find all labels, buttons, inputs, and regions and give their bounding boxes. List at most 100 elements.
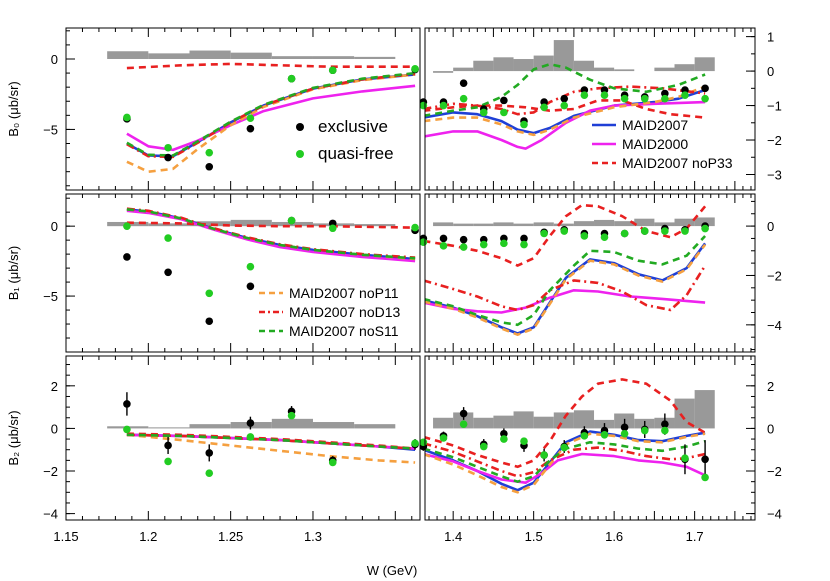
point-quasi-free [205, 469, 214, 477]
point-quasi-free [246, 262, 255, 271]
point-quasi-free [328, 224, 337, 233]
point-quasi-free [123, 113, 131, 122]
point-quasi-free [520, 120, 528, 129]
histogram-bar [594, 67, 615, 72]
histogram-bar [312, 422, 355, 429]
y-tick-label: 0 [51, 421, 58, 436]
point-quasi-free [411, 223, 419, 232]
curves-B1-left [126, 207, 416, 263]
point-quasi-free [328, 66, 337, 75]
points-B1-right [419, 222, 709, 251]
point-quasi-free [661, 426, 669, 435]
y-axis-title: B₁ (μb/sr) [6, 246, 21, 301]
point-quasi-free [246, 114, 255, 122]
curve-maid2000 [425, 289, 706, 314]
legend-layer: exclusive quasi-free MAID2007 MAID2000 MAID2… [259, 117, 733, 339]
histogram-bar [614, 221, 635, 227]
y-tick-label: 2 [51, 379, 58, 394]
y-tick-label: 0 [767, 64, 774, 79]
point-quasi-free [540, 103, 548, 112]
point-quasi-free [439, 242, 448, 250]
histogram-bar [634, 218, 655, 227]
point-quasi-free [620, 229, 629, 238]
point-exclusive [164, 268, 172, 277]
point-exclusive [701, 84, 709, 93]
histogram-bar [513, 223, 534, 227]
point-quasi-free [701, 94, 709, 103]
y-tick-label: −2 [767, 464, 782, 479]
y-tick-label: −5 [43, 122, 58, 137]
histogram-bar [614, 69, 635, 72]
point-quasi-free [620, 429, 629, 438]
histogram-bar [354, 424, 396, 429]
curve-maid2007-nos11 [425, 439, 706, 483]
legend-label: MAID2007 noD13 [289, 304, 401, 320]
curve-maid2007-nod13 [126, 72, 416, 159]
panel-frame-B2-right [424, 355, 756, 521]
histogram-bar [473, 223, 494, 227]
point-quasi-free [411, 65, 419, 73]
y-tick-label: 2 [767, 379, 774, 394]
histogram-bar [230, 52, 272, 59]
histogram-B2-right [433, 390, 715, 429]
y-tick-label: 0 [767, 219, 774, 234]
point-exclusive [205, 317, 214, 326]
point-exclusive [246, 282, 255, 291]
point-quasi-free [419, 238, 428, 246]
point-exclusive [205, 162, 214, 171]
histogram-bar [148, 223, 190, 227]
curve-maid2007-nod13 [126, 207, 416, 259]
histogram-bar [573, 221, 595, 227]
curves-layer [126, 62, 707, 494]
point-quasi-free [640, 94, 649, 103]
point-quasi-free [479, 108, 488, 117]
histogram-bar [513, 59, 534, 72]
histogram-bar [573, 60, 595, 72]
histogram-bar [189, 50, 231, 59]
curve-maid2007-nod13 [425, 442, 706, 478]
histogram-bar [674, 398, 695, 429]
point-exclusive [560, 94, 569, 103]
point-quasi-free [164, 457, 172, 466]
curve-maid2000 [126, 209, 416, 263]
histogram-bar [493, 222, 514, 227]
histogram-bar [473, 60, 494, 72]
curve-maid2007-nop11 [425, 243, 707, 336]
point-exclusive [500, 429, 508, 438]
y-tick-label: −1 [767, 99, 782, 114]
histogram-bar [433, 222, 454, 227]
y-tick-label: −4 [767, 507, 782, 522]
curve-maid2007-nos11 [126, 433, 416, 450]
point-quasi-free [701, 473, 709, 482]
point-quasi-free [600, 431, 609, 439]
point-quasi-free [560, 443, 569, 452]
point-quasi-free [439, 101, 448, 110]
point-exclusive [620, 423, 629, 432]
y-tick-label: −2 [767, 133, 782, 148]
histogram-bar [453, 67, 474, 72]
histogram-bar [271, 56, 313, 59]
histogram-bar [148, 53, 190, 59]
point-quasi-free [123, 425, 131, 434]
histogram-bar [513, 411, 534, 429]
legend-label: exclusive [318, 117, 388, 136]
ticks-layer: 0 −5 B₀ (μb/sr) 1 0 −1 −2 −3 0 −5 B₁ (μb/sr) 0 −2 −4 2… [6, 28, 782, 544]
curve-maid2007-nop33 [126, 221, 416, 229]
curve-maid2007 [425, 242, 707, 335]
histogram-bar [230, 219, 272, 227]
histogram-bar [694, 217, 715, 227]
curve-maid2007-nop11 [126, 433, 416, 464]
histogram-B1-right [433, 217, 715, 227]
points-B0-right [419, 79, 709, 129]
point-quasi-free [500, 108, 508, 117]
panel-frame-B1-left [65, 193, 421, 353]
point-exclusive [459, 79, 468, 87]
curve-maid2007-nop33 [126, 62, 416, 70]
x-tick-label: 1.5 [525, 529, 543, 544]
histogram-bar [533, 416, 554, 429]
legend-label: MAID2007 noP33 [622, 155, 733, 171]
x-tick-label: 1.2 [139, 529, 157, 544]
histogram-bar [674, 218, 695, 227]
point-quasi-free [600, 233, 609, 242]
